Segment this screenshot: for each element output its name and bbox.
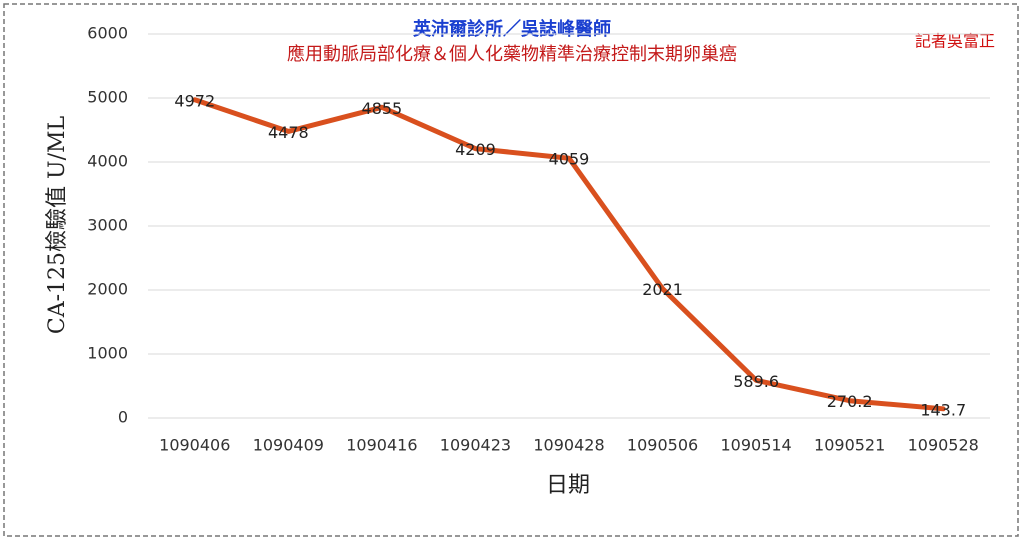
y-tick-label: 0 bbox=[118, 408, 128, 427]
data-label: 270.2 bbox=[827, 392, 873, 411]
data-label: 4059 bbox=[549, 150, 590, 169]
x-tick-label: 1090506 bbox=[627, 436, 698, 455]
x-tick-label: 1090406 bbox=[159, 436, 230, 455]
chart-title: 英沛爾診所／吳誌峰醫師 bbox=[412, 18, 611, 40]
chart-subtitle: 應用動脈局部化療＆個人化藥物精準治療控制末期卵巢癌 bbox=[287, 43, 737, 65]
data-label: 143.7 bbox=[920, 400, 966, 419]
line bbox=[192, 97, 946, 412]
frame bbox=[3, 3, 1019, 537]
data-label: 4478 bbox=[268, 123, 309, 142]
y-tick-label: 3000 bbox=[87, 216, 128, 235]
y-tick-label: 2000 bbox=[87, 280, 128, 299]
data-label: 4209 bbox=[455, 140, 496, 159]
data-label: 589.6 bbox=[733, 372, 779, 391]
x-axis-label: 日期 bbox=[546, 473, 590, 498]
x-tick-label: 1090416 bbox=[346, 436, 417, 455]
x-tick-label: 1090428 bbox=[533, 436, 604, 455]
y-axis-label: CA-125檢驗值 U/ML bbox=[45, 115, 70, 334]
x-tick-label: 1090423 bbox=[440, 436, 511, 455]
data-label: 4972 bbox=[174, 91, 215, 110]
y-tick-label: 1000 bbox=[87, 344, 128, 363]
data-label: 2021 bbox=[642, 280, 683, 299]
x-tick-label: 1090514 bbox=[720, 436, 791, 455]
data-label: 4855 bbox=[362, 99, 403, 118]
annotation: 記者吳富正 bbox=[915, 32, 995, 51]
y-tick-label: 5000 bbox=[87, 88, 128, 107]
y-tick-label: 6000 bbox=[87, 24, 128, 43]
x-tick-label: 1090521 bbox=[814, 436, 885, 455]
x-tick-label: 1090528 bbox=[908, 436, 979, 455]
x-tick-label: 1090409 bbox=[253, 436, 324, 455]
y-tick-label: 4000 bbox=[87, 152, 128, 171]
